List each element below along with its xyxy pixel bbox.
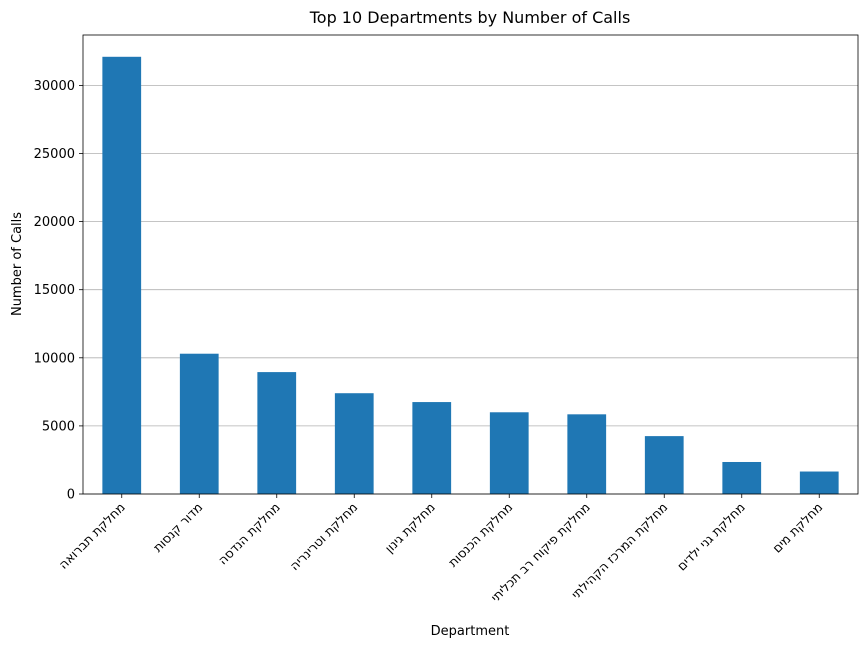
bar (567, 414, 607, 494)
bar (257, 372, 297, 494)
y-tick-label: 0 (67, 488, 75, 503)
x-tick-label: מחלקת מים (769, 500, 825, 556)
bars (102, 56, 839, 494)
bar (412, 402, 452, 494)
y-tick-label: 15000 (34, 283, 75, 298)
bar (722, 461, 762, 494)
bar (334, 393, 374, 494)
y-axis-ticks: 0 5000 10000 15000 20000 25000 30000 (34, 79, 83, 503)
bar (644, 436, 684, 494)
bar (489, 412, 529, 494)
x-tick-label: מחלקת גני ילדים (674, 500, 748, 574)
x-tick-label: מדור קנסות (150, 500, 205, 555)
bar (799, 471, 839, 494)
x-axis-ticks: מחלקת תברואה מדור קנסות מחלקת הנדסה מחלקת ו… (56, 494, 825, 605)
x-tick-label: מחלקת הכנסות (445, 500, 515, 570)
bar (179, 353, 219, 494)
y-tick-label: 10000 (34, 351, 75, 366)
y-tick-label: 25000 (34, 147, 75, 162)
bar (102, 56, 142, 494)
x-tick-label: מחלקת גינון (382, 500, 438, 556)
x-axis-label: Department (431, 624, 510, 639)
y-tick-label: 5000 (42, 419, 75, 434)
axes (82, 34, 859, 495)
plot-frame (82, 34, 859, 495)
x-tick-label: מחלקת הנדסה (215, 500, 283, 568)
x-tick-label: מחלקת וטרינריה (287, 500, 361, 574)
y-tick-label: 30000 (34, 79, 75, 94)
y-tick-label: 20000 (34, 215, 75, 230)
x-tick-label: מחלקת תברואה (56, 500, 128, 572)
chart-title: Top 10 Departments by Number of Calls (309, 8, 631, 27)
y-axis-label: Number of Calls (10, 212, 25, 316)
